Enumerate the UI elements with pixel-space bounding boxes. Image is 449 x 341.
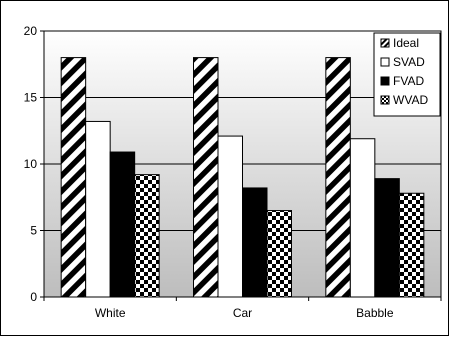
y-tick-label: 0: [30, 290, 37, 304]
bar-svad-white: [85, 120, 111, 298]
legend-swatch: [380, 57, 390, 67]
legend-label: Ideal: [393, 36, 419, 50]
bar-ideal-babble: [325, 57, 351, 298]
bar-svad-car: [217, 135, 243, 298]
y-tick-label: 5: [30, 224, 37, 238]
legend-label: FVAD: [393, 74, 424, 88]
y-tick-label: 10: [24, 157, 38, 171]
bars: [60, 57, 425, 298]
bar-wvad-babble: [398, 192, 425, 298]
x-axis-ticks: White Car Babble: [43, 297, 442, 320]
bar-ideal-white: [60, 57, 87, 298]
y-tick-label: 20: [24, 24, 38, 38]
legend-label: SVAD: [393, 55, 425, 69]
legend-swatch: [380, 95, 390, 105]
y-tick-label: 15: [24, 91, 38, 105]
bar-fvad-car: [242, 187, 268, 298]
bar-svad-babble: [349, 138, 376, 298]
legend-swatch: [380, 76, 390, 86]
bar-wvad-car: [266, 210, 292, 298]
bar-fvad-babble: [374, 178, 400, 298]
y-axis-ticks: 0 5 10 15 20: [24, 24, 44, 304]
bar-ideal-car: [193, 57, 219, 298]
legend: Ideal SVAD FVAD WVAD: [373, 32, 441, 117]
x-tick-label: Babble: [356, 306, 394, 320]
x-tick-label: Car: [233, 306, 252, 320]
bar-fvad-white: [109, 151, 136, 298]
legend-swatch: [380, 38, 390, 48]
bar-wvad-white: [134, 174, 160, 298]
x-tick-label: White: [95, 306, 126, 320]
legend-label: WVAD: [393, 93, 428, 107]
